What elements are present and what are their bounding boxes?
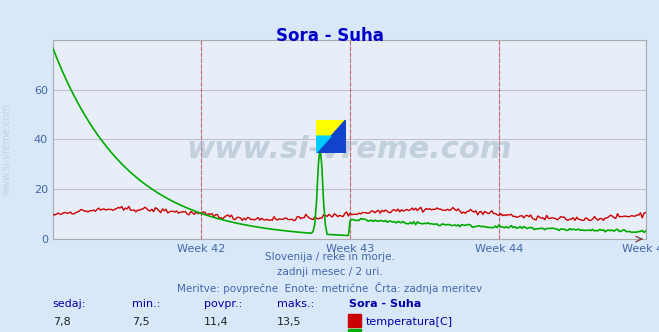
Text: min.:: min.: [132,299,160,309]
Text: Sora - Suha: Sora - Suha [275,27,384,44]
Text: 7,5: 7,5 [132,317,150,327]
Text: www.si-vreme.com: www.si-vreme.com [1,103,12,196]
Text: 13,5: 13,5 [277,317,301,327]
Text: Sora - Suha: Sora - Suha [349,299,422,309]
Text: povpr.:: povpr.: [204,299,243,309]
Text: www.si-vreme.com: www.si-vreme.com [186,135,512,164]
Text: zadnji mesec / 2 uri.: zadnji mesec / 2 uri. [277,267,382,277]
Polygon shape [316,136,331,153]
Text: 7,8: 7,8 [53,317,71,327]
Text: maks.:: maks.: [277,299,314,309]
Polygon shape [316,120,346,153]
Text: Meritve: povprečne  Enote: metrične  Črta: zadnja meritev: Meritve: povprečne Enote: metrične Črta:… [177,282,482,294]
Text: temperatura[C]: temperatura[C] [366,317,453,327]
Text: sedaj:: sedaj: [53,299,86,309]
Text: Slovenija / reke in morje.: Slovenija / reke in morje. [264,252,395,262]
Polygon shape [316,120,346,153]
Text: 11,4: 11,4 [204,317,229,327]
